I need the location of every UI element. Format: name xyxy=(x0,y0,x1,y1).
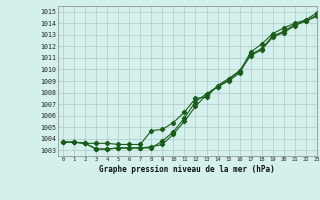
X-axis label: Graphe pression niveau de la mer (hPa): Graphe pression niveau de la mer (hPa) xyxy=(99,165,275,174)
